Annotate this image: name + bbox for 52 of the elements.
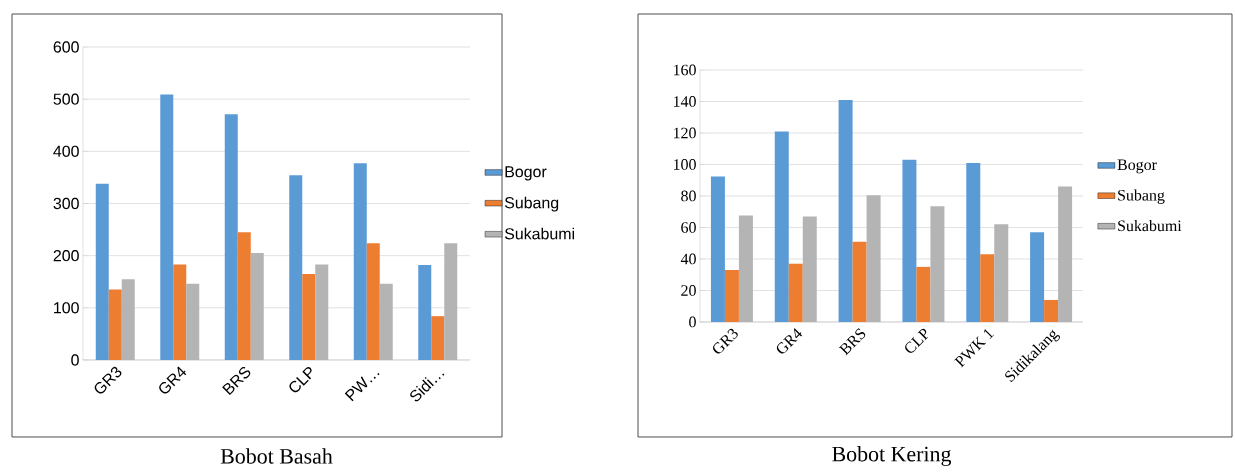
y-tick-label: 120	[673, 127, 696, 139]
legend-label: Sukabumi	[504, 227, 575, 240]
legend-label: Sukabumi	[1118, 219, 1182, 232]
x-tick-label: CLP	[905, 328, 929, 353]
bar	[108, 289, 122, 360]
legend-label: Subang	[504, 196, 559, 212]
bar	[95, 183, 109, 360]
y-tick-label: 140	[673, 96, 696, 107]
y-tick-label: 20	[681, 285, 696, 296]
legend-label: Subang	[1118, 189, 1165, 204]
y-tick-label: 100	[673, 159, 696, 170]
bar	[1030, 232, 1045, 322]
x-tick-label: GR4	[776, 328, 803, 354]
y-tick-label: 600	[53, 41, 79, 53]
y-tick-label: 400	[53, 145, 79, 157]
y-tick-label: 80	[681, 190, 696, 202]
legend-label: Bogor	[505, 166, 547, 181]
legend-label: Bogor	[1117, 159, 1157, 174]
bar	[302, 273, 316, 360]
bar	[431, 316, 445, 360]
bar	[289, 175, 303, 360]
bar	[237, 232, 251, 360]
y-tick-label: 200	[53, 250, 79, 262]
y-tick-label: 60	[681, 222, 696, 233]
bar	[160, 94, 174, 360]
bar	[852, 241, 867, 322]
bar	[966, 162, 981, 322]
y-tick-label: 0	[689, 316, 696, 328]
y-tick-label: 0	[71, 354, 79, 366]
bar	[710, 176, 725, 322]
bar	[916, 266, 931, 322]
y-tick-label: 160	[673, 64, 696, 76]
bar	[224, 114, 238, 360]
bar	[173, 264, 187, 360]
y-tick-label: 300	[53, 197, 79, 210]
bar	[353, 163, 367, 360]
text: Bobot Kering	[832, 446, 952, 466]
x-tick-label: GR3	[713, 328, 738, 354]
bar	[902, 159, 917, 322]
x-tick-label: CLP	[289, 367, 312, 393]
bar	[788, 263, 803, 322]
y-tick-label: 100	[54, 302, 79, 314]
bar	[724, 270, 739, 322]
bar	[774, 131, 789, 322]
bar	[838, 99, 853, 322]
y-tick-label: 40	[680, 253, 696, 265]
y-tick-label: 500	[53, 93, 79, 105]
bar	[418, 265, 432, 360]
bar	[366, 243, 380, 360]
bar	[980, 254, 995, 322]
text: Bobot Basah	[220, 448, 333, 464]
bar	[1044, 299, 1059, 322]
